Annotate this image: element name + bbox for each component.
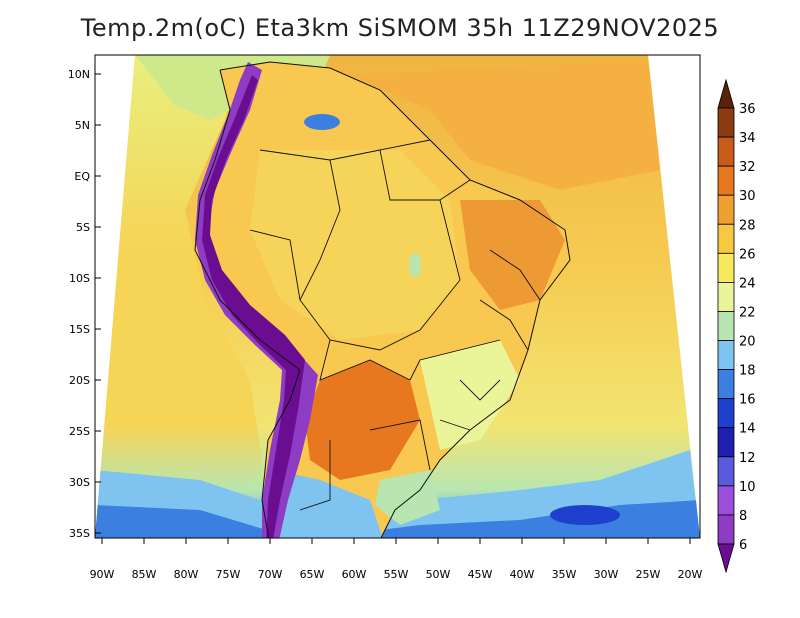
north-atlantic-warm <box>350 60 660 190</box>
lat-label-10n: 10N <box>68 68 90 81</box>
lon-label-70w: 70W <box>258 568 283 581</box>
lat-label-5n: 5N <box>75 119 90 132</box>
colorbar-swatch <box>717 223 735 254</box>
colorbar-swatch <box>717 456 735 487</box>
country-borders <box>249 139 541 511</box>
chaco-hot <box>305 360 420 480</box>
colorbar-label: 30 <box>739 189 756 204</box>
colorbar-label: 8 <box>739 509 747 524</box>
colorbar-label: 22 <box>739 305 756 320</box>
pacific-field <box>95 55 262 538</box>
colorbar-swatch <box>717 398 735 429</box>
plot-frame <box>94 54 701 539</box>
coastline-east <box>219 61 571 538</box>
lon-label-90w: 90W <box>90 568 115 581</box>
colorbar-swatch <box>717 252 735 283</box>
colorbar: 36 34 32 30 28 26 24 22 20 18 16 14 12 10 8 6 <box>717 78 756 574</box>
colorbar-swatch <box>717 369 735 400</box>
colorbar-label: 26 <box>739 247 756 262</box>
colorbar-label: 34 <box>739 131 756 146</box>
lon-label-30w: 30W <box>594 568 619 581</box>
colorbar-max-arrow <box>717 78 735 109</box>
colorbar-min-arrow <box>717 543 735 574</box>
lon-label-65w: 65W <box>300 568 325 581</box>
colorbar-label: 16 <box>739 393 756 408</box>
lat-label-35s: 35S <box>69 527 90 540</box>
map-title: Temp.2m(oC) Eta3km SiSMOM 35h 11Z29NOV20… <box>80 14 720 42</box>
patagonia-cool <box>270 470 385 538</box>
colorbar-label: 32 <box>739 160 756 175</box>
ocean-cold-spot <box>310 539 390 557</box>
colorbar-swatch <box>717 311 735 341</box>
lat-label-eq: EQ <box>74 170 90 183</box>
colorbar-label: 18 <box>739 364 756 379</box>
temperature-field <box>95 55 700 557</box>
lat-label-30s: 30S <box>69 476 90 489</box>
central-land-field <box>250 150 460 340</box>
colorbar-label: 6 <box>739 538 747 553</box>
lon-label-60w: 60W <box>342 568 367 581</box>
lat-label-10s: 10S <box>69 272 90 285</box>
colorbar-label: 14 <box>739 422 756 437</box>
latitude-axis: 10N 5N EQ 5S 10S 15S 20S 25S 30S 35S <box>68 68 101 540</box>
lat-label-20s: 20S <box>69 374 90 387</box>
colorbar-swatch <box>717 165 735 196</box>
southeast-mild <box>420 340 520 450</box>
colorbar-swatch <box>717 340 735 370</box>
colorbar-label: 20 <box>739 335 756 350</box>
lon-label-50w: 50W <box>426 568 451 581</box>
lon-label-55w: 55W <box>384 568 409 581</box>
colorbar-swatch <box>717 107 735 138</box>
lon-label-75w: 75W <box>216 568 241 581</box>
colorbar-label: 36 <box>739 102 756 117</box>
lon-label-25w: 25W <box>636 568 661 581</box>
northeast-hot <box>460 200 565 310</box>
highland-cold-spot <box>304 114 340 130</box>
colorbar-label: 24 <box>739 276 756 291</box>
colorbar-label: 28 <box>739 218 756 233</box>
lon-label-35w: 35W <box>552 568 577 581</box>
coastline-west <box>194 69 301 538</box>
colorbar-swatch <box>717 514 735 545</box>
lon-label-20w: 20W <box>678 568 703 581</box>
colorbar-swatch <box>717 194 735 225</box>
southern-cold-band <box>95 500 700 538</box>
plateau-cool-spot <box>409 253 421 277</box>
lat-label-5s: 5S <box>76 221 90 234</box>
colorbar-swatch <box>717 485 735 516</box>
lon-label-80w: 80W <box>174 568 199 581</box>
lon-label-85w: 85W <box>132 568 157 581</box>
lat-label-25s: 25S <box>69 425 90 438</box>
longitude-axis: 90W 85W 80W 75W 70W 65W 60W 55W 50W 45W … <box>90 538 703 581</box>
colorbar-label: 10 <box>739 480 756 495</box>
colorbar-label: 12 <box>739 451 756 466</box>
ocean-cold-eddy <box>550 505 620 525</box>
colorbar-swatch <box>717 427 735 458</box>
colorbar-swatch <box>717 281 735 312</box>
lon-label-40w: 40W <box>510 568 535 581</box>
lat-label-15s: 15S <box>69 323 90 336</box>
colorbar-swatch <box>717 136 735 167</box>
lon-label-45w: 45W <box>468 568 493 581</box>
andes-coldest <box>202 75 305 538</box>
